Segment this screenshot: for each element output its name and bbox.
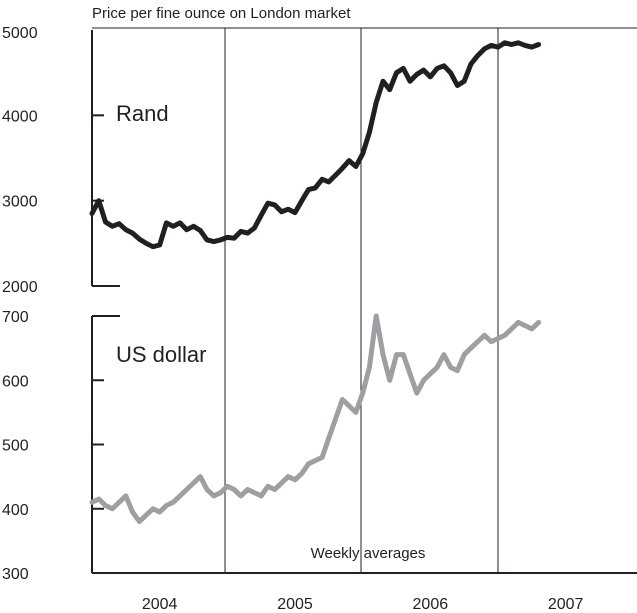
weekly-averages-annotation: Weekly averages: [311, 545, 426, 562]
rand-series-line: [89, 40, 542, 250]
x-tick-label: 2007: [548, 596, 584, 613]
chart-title: Price per fine ounce on London market: [92, 5, 351, 22]
usd-tick-group: 300 400 500 600 700: [2, 309, 104, 583]
rand-tick-label: 2000: [2, 279, 38, 296]
x-tick-label: 2006: [413, 596, 449, 613]
rand-series-label: Rand: [116, 101, 169, 126]
rand-tick-label: 4000: [2, 108, 38, 125]
rand-tick-group: 2000 3000 4000 5000: [2, 25, 104, 296]
usd-series-line: [89, 313, 542, 525]
usd-series-label: US dollar: [116, 342, 206, 367]
x-tick-group: 2004 2005 2006 2007: [142, 596, 584, 613]
usd-tick-label: 600: [2, 373, 29, 390]
x-tick-label: 2005: [277, 596, 313, 613]
x-tick-label: 2004: [142, 596, 178, 613]
rand-tick-label: 3000: [2, 194, 38, 211]
rand-axis: 2000 3000 4000 5000: [2, 25, 120, 296]
usd-tick-label: 400: [2, 502, 29, 519]
rand-tick-label: 5000: [2, 25, 38, 42]
usd-tick-label: 500: [2, 438, 29, 455]
plot-frame: [92, 27, 637, 574]
usd-axis: 300 400 500 600 700: [2, 309, 120, 583]
usd-tick-label: 300: [2, 566, 29, 583]
usd-tick-label: 700: [2, 309, 29, 326]
